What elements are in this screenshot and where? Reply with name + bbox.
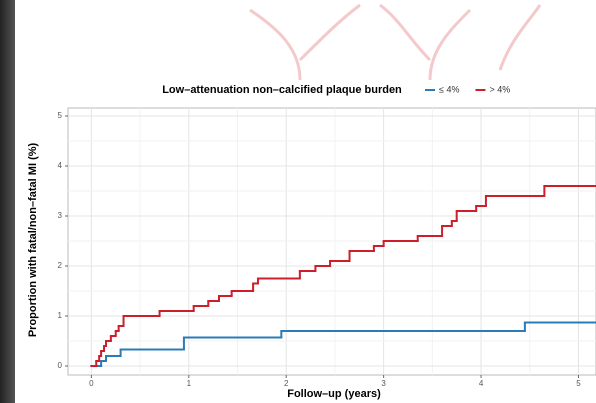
x-tick-label: 2 (284, 379, 289, 388)
legend-label: ≤ 4% (439, 84, 459, 94)
x-axis-label: Follow–up (years) (287, 388, 381, 400)
x-tick-label: 5 (576, 379, 581, 388)
y-tick-label: 2 (58, 261, 63, 270)
x-tick-label: 4 (479, 379, 484, 388)
x-tick-label: 0 (89, 379, 94, 388)
y-tick-label: 0 (58, 361, 63, 370)
side-bar (0, 0, 15, 403)
chart: Low–attenuation non–calcified plaque bur… (0, 0, 596, 403)
x-tick-label: 3 (381, 379, 386, 388)
x-tick-label: 1 (187, 379, 192, 388)
y-tick-label: 1 (58, 311, 63, 320)
legend-title: Low–attenuation non–calcified plaque bur… (162, 84, 402, 96)
y-axis-label: Proportion with fatal/non–fatal MI (%) (27, 143, 39, 338)
y-tick-label: 4 (58, 161, 63, 170)
y-tick-label: 5 (58, 111, 63, 120)
y-tick-label: 3 (58, 211, 63, 220)
watermark (250, 5, 540, 80)
legend-label: > 4% (489, 84, 510, 94)
